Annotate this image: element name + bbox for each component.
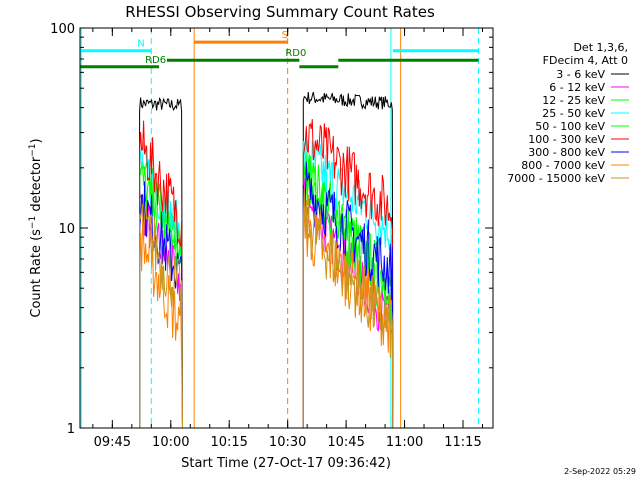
x-tick-label: 10:15 (210, 435, 247, 450)
y-tick-label: 100 (50, 22, 75, 37)
legend-label: 800 - 7000 keV (521, 159, 605, 172)
x-tick-label: 11:15 (444, 435, 481, 450)
y-tick-label: 1 (67, 422, 75, 437)
y-label-part3: ) (29, 138, 44, 143)
x-tick-label: 11:00 (386, 435, 423, 450)
axes-group: 1 10 100 09:45 10:00 10:15 10:30 10:45 11:00 11:1… (50, 22, 493, 450)
x-axis-label: Start Time (27-Oct-17 09:36:42) (181, 456, 391, 471)
legend-label: 6 - 12 keV (549, 81, 605, 94)
x-tick-label: 10:45 (327, 435, 364, 450)
series-line (139, 188, 394, 429)
status-label-n: N (137, 39, 144, 50)
legend-header-line1: Det 1,3,6, (573, 41, 628, 54)
series-line (139, 91, 394, 429)
legend-label: 3 - 6 keV (556, 68, 605, 81)
series-line (139, 119, 394, 429)
series-group (139, 91, 394, 429)
y-label-sup2: −1 (28, 143, 38, 156)
legend-label: 300 - 800 keV (528, 146, 605, 159)
status-label-rd6: RD6 (145, 55, 166, 66)
y-tick-label: 10 (58, 222, 75, 237)
legend-header-line2: FDecim 4, Att 0 (543, 54, 628, 67)
status-label-s: S (282, 30, 288, 41)
footer-timestamp: 2-Sep-2022 05:29 (564, 467, 636, 476)
status-label-rd0: RD0 (285, 48, 306, 59)
y-label-part2: detector (29, 156, 44, 216)
chart-title: RHESSI Observing Summary Count Rates (125, 3, 435, 21)
x-tick-label: 10:30 (269, 435, 306, 450)
status-bars: N S RD0 RD6 (80, 30, 479, 69)
y-axis-label: Count Rate (s−1 detector−1) (28, 138, 44, 317)
legend-label: 25 - 50 keV (542, 107, 605, 120)
vertical-markers (80, 28, 480, 428)
legend-label: 100 - 300 keV (528, 133, 605, 146)
x-tick-label: 10:00 (152, 435, 189, 450)
series-line (139, 161, 394, 429)
legend-label: 50 - 100 keV (535, 120, 605, 133)
legend-label: 7000 - 15000 keV (507, 172, 605, 185)
x-tick-label: 09:45 (94, 435, 131, 450)
legend-label: 12 - 25 keV (542, 94, 605, 107)
y-label-sup1: −1 (28, 216, 38, 229)
y-label-part1: Count Rate (s (29, 229, 44, 318)
